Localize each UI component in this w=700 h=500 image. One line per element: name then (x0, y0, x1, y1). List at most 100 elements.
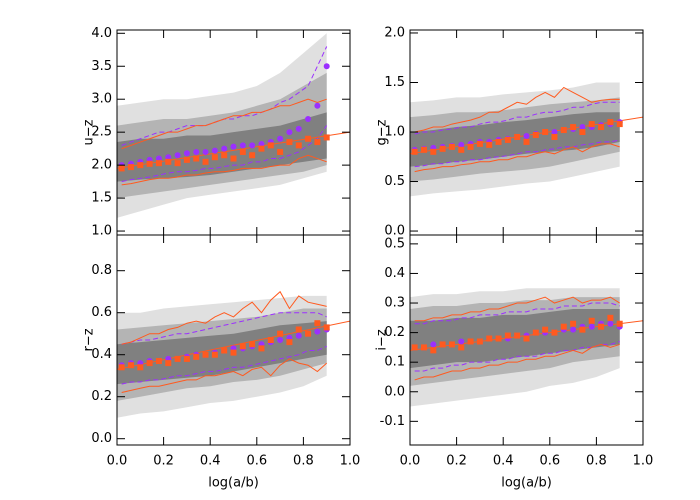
square-point (467, 143, 474, 150)
square-point (127, 164, 134, 171)
square-point (514, 332, 521, 339)
square-point (295, 142, 302, 149)
y-tick-label: 0.0 (384, 224, 405, 239)
square-point (146, 360, 153, 367)
y-axis-label: u−z (82, 119, 97, 145)
panel: 0.0 0.5 1.0 1.5 2.0 g−z (375, 25, 644, 239)
y-tick-label: 2.0 (91, 158, 112, 173)
circle-point (305, 115, 312, 122)
y-tick-label: 0.4 (91, 347, 112, 362)
square-point (430, 347, 437, 354)
square-point (598, 323, 605, 330)
y-axis-label: r−z (82, 328, 97, 351)
square-point (430, 148, 437, 155)
panel: 1.0 1.5 2.0 2.5 3.0 3.5 4.0 u−z (82, 26, 351, 239)
square-point (495, 335, 502, 342)
axes-frame (409, 234, 644, 446)
square-point (588, 317, 595, 324)
square-point (560, 127, 567, 134)
y-tick-label: 1.0 (384, 125, 405, 140)
square-point (127, 362, 134, 369)
circle-point (458, 141, 465, 148)
y-tick-label: 0.2 (384, 325, 405, 340)
square-point (155, 160, 162, 167)
square-point (183, 156, 190, 163)
square-point (230, 349, 237, 356)
y-axis-label: i−z (375, 329, 390, 351)
square-point (532, 329, 539, 336)
y-tick-label: 2.0 (384, 25, 405, 40)
line (414, 139, 620, 168)
line (121, 154, 327, 186)
square-point (305, 135, 312, 142)
square-point (504, 332, 511, 339)
square-point (551, 133, 558, 140)
line (414, 302, 620, 325)
square-point (277, 330, 284, 337)
plot-area (410, 288, 643, 407)
square-point (267, 142, 274, 149)
square-point (323, 134, 330, 141)
circle-point (221, 145, 228, 152)
x-tick-label: 0.0 (107, 454, 128, 469)
line (121, 98, 327, 150)
square-point (314, 320, 321, 327)
panel: 0.0 0.2 0.4 0.6 0.8 0.0 0.2 0.4 0.6 0.8 1.0 log(a/b… (82, 234, 360, 491)
square-point (560, 323, 567, 330)
square-point (411, 344, 418, 351)
circle-point (286, 129, 293, 136)
y-tick-label: 0.5 (384, 236, 405, 251)
circle-point (174, 152, 181, 159)
y-tick-label: 0.0 (91, 431, 112, 446)
line (414, 143, 620, 173)
x-axis-label: log(a/b) (208, 476, 259, 491)
circle-point (314, 102, 321, 109)
square-point (258, 145, 265, 152)
square-point (146, 160, 153, 167)
square-point (542, 326, 549, 333)
square-point (165, 360, 172, 367)
square-point (193, 155, 200, 162)
square-point (420, 344, 427, 351)
circle-point (165, 154, 172, 161)
line (414, 341, 620, 372)
y-tick-label: 0.8 (91, 263, 112, 278)
y-tick-label: 0.0 (384, 384, 405, 399)
square-point (314, 139, 321, 146)
circle-point (155, 155, 162, 162)
plot-area (117, 33, 350, 218)
axes-frame (116, 234, 351, 446)
square-point (202, 158, 209, 165)
circle-point (211, 147, 218, 154)
square-point (411, 148, 418, 155)
circle-point (314, 328, 321, 335)
square-point (514, 133, 521, 140)
y-tick-label: 3.0 (91, 92, 112, 107)
square-point (439, 145, 446, 152)
circle-point (295, 125, 302, 132)
circle-point (323, 63, 330, 70)
panel: -0.1 0.0 0.1 0.2 0.3 0.4 0.5 0.0 0.2 0.4 0.6 0.8 1.0… (375, 234, 653, 491)
square-point (588, 121, 595, 128)
square-point (249, 152, 256, 159)
square-point (570, 124, 577, 131)
circle-point (570, 326, 577, 333)
square-point (495, 138, 502, 145)
circle-point (551, 129, 558, 136)
circle-point (430, 341, 437, 348)
line (121, 345, 327, 385)
line (117, 131, 350, 169)
y-tick-label: 0.5 (384, 174, 405, 189)
square-point (323, 324, 330, 331)
square-point (193, 353, 200, 360)
line (121, 358, 328, 393)
square-point (183, 355, 190, 362)
circle-point (183, 150, 190, 157)
y-tick-label: 4.0 (91, 26, 112, 41)
circle-point (607, 320, 614, 327)
square-point (458, 344, 465, 351)
square-point (230, 155, 237, 162)
square-point (239, 343, 246, 350)
